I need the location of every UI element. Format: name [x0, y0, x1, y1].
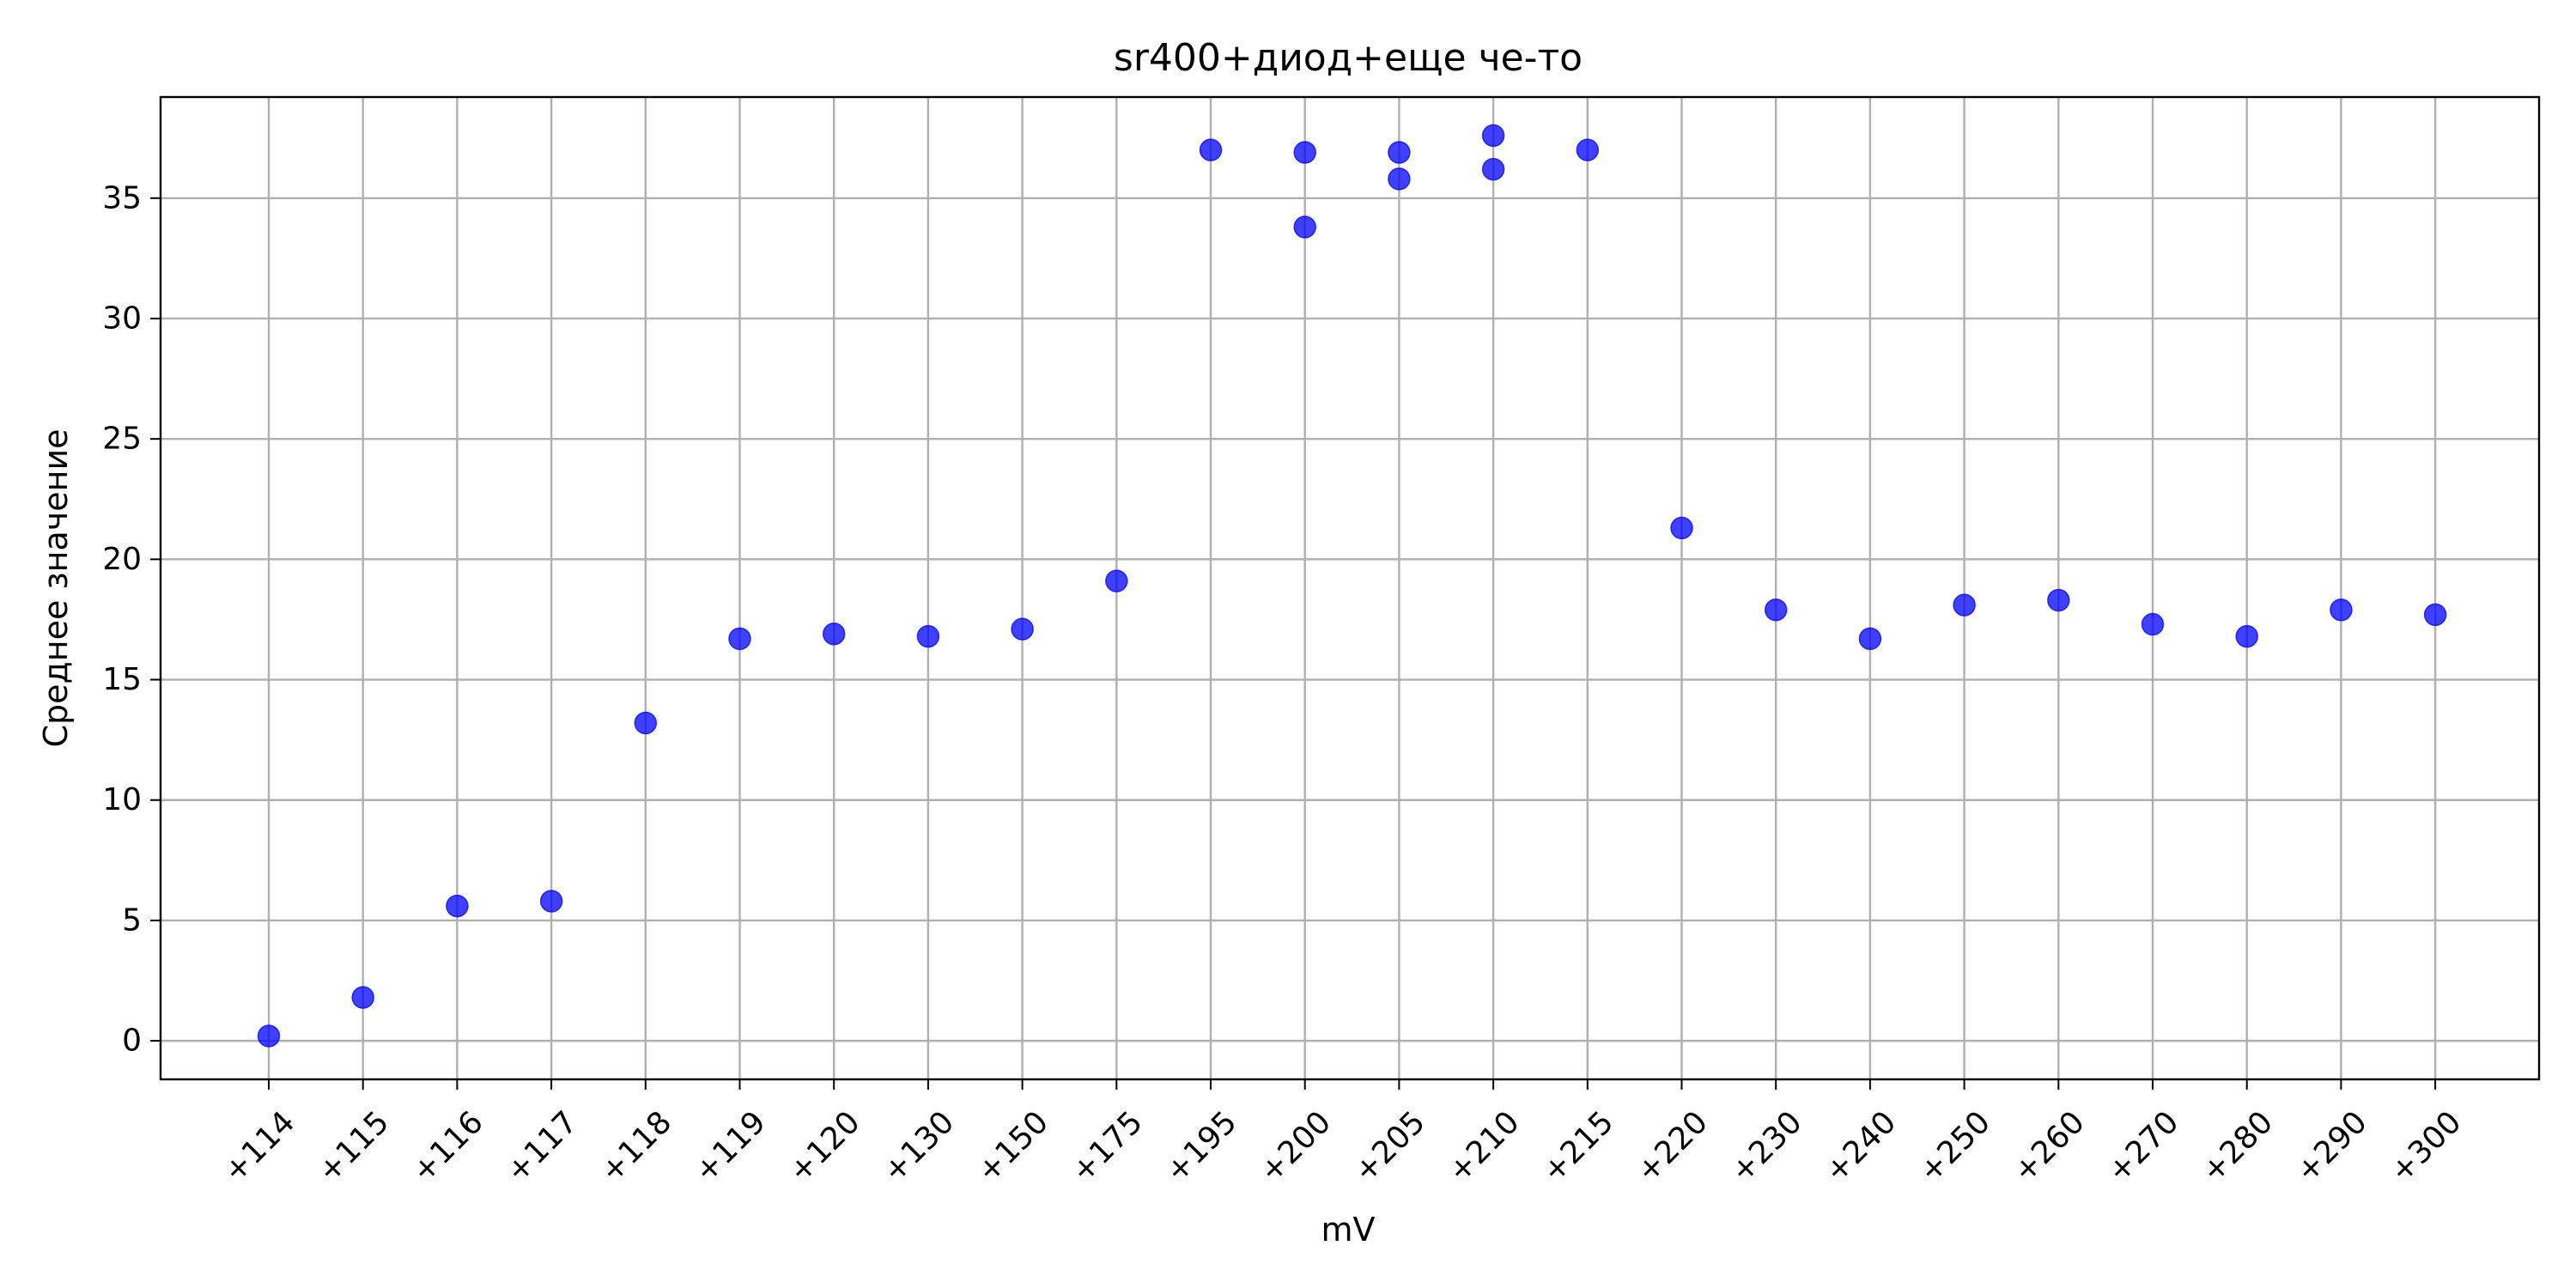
y-tick-label: 35 [102, 180, 142, 216]
data-point [1388, 167, 1411, 191]
data-point [2235, 624, 2258, 648]
grid [161, 97, 2539, 1079]
y-tick-label: 25 [102, 422, 142, 457]
data-point [916, 624, 940, 648]
y-axis-label: Среднее значение [37, 428, 75, 747]
data-point [822, 623, 846, 646]
data-point [1764, 598, 1788, 622]
data-point [2047, 588, 2070, 612]
data-point [1388, 141, 1411, 164]
data-point [1105, 569, 1128, 592]
data-point [446, 894, 469, 918]
data-point [1293, 141, 1316, 164]
data-point [2423, 603, 2447, 627]
y-tick-label: 10 [102, 782, 142, 817]
data-points [257, 124, 2447, 1048]
x-axis-label: mV [1321, 1211, 1375, 1249]
y-tick-label: 0 [122, 1024, 142, 1059]
y-tick-label: 20 [102, 542, 142, 577]
chart-title: sr400+диод+еще че-то [1114, 36, 1583, 80]
data-point [728, 627, 751, 651]
plot-frame [159, 95, 2541, 1081]
y-tick-label: 15 [102, 662, 142, 697]
data-point [1576, 138, 1600, 161]
data-point [1293, 216, 1316, 239]
data-point [1481, 157, 1505, 181]
y-tick-label: 5 [122, 902, 142, 938]
data-point [351, 986, 374, 1009]
data-point [2330, 598, 2353, 622]
data-point [2141, 612, 2165, 636]
data-point [1953, 593, 1976, 617]
data-point [1011, 617, 1034, 641]
data-point [539, 890, 563, 913]
y-axis-ticks: 0 5 10 15 20 25 30 35 [102, 180, 161, 1059]
data-point [257, 1024, 281, 1048]
y-tick-label: 30 [102, 301, 142, 336]
data-point [1858, 627, 1882, 651]
data-point [1199, 138, 1223, 161]
data-point [634, 711, 658, 735]
data-point [1670, 516, 1693, 540]
data-point [1481, 124, 1505, 148]
